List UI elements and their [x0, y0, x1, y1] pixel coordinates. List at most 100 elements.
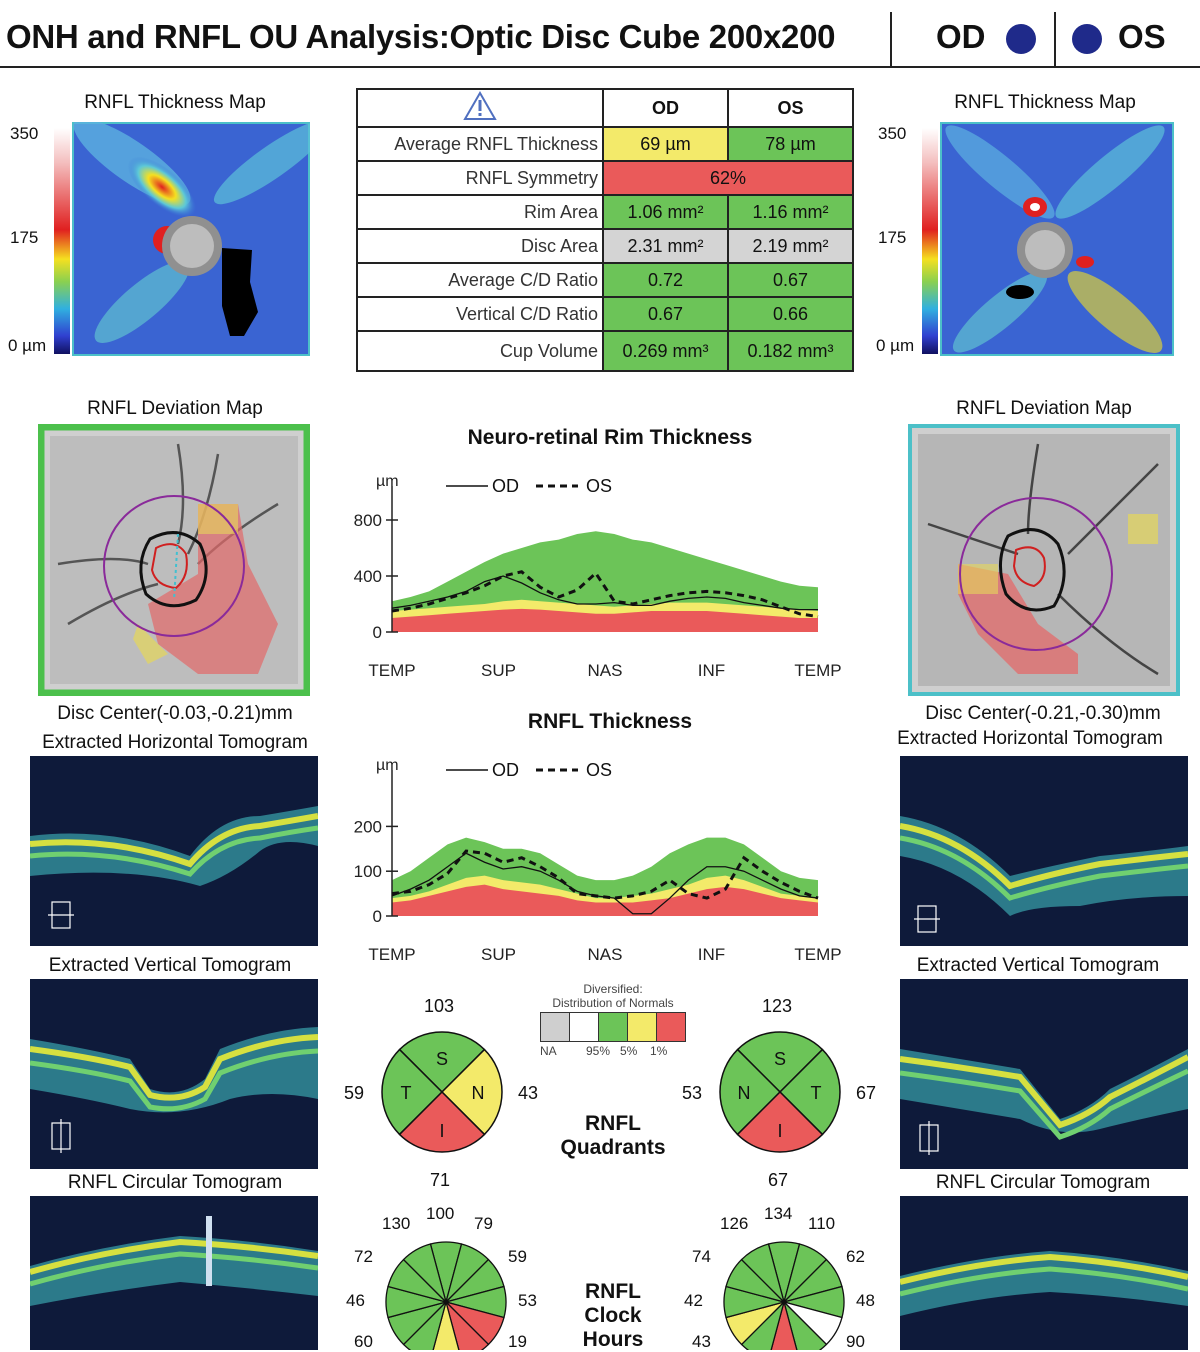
legend-od-label: OD [492, 476, 519, 496]
os-quad-bottom: 67 [768, 1170, 789, 1190]
os-circular-tomogram-label: RNFL Circular Tomogram [935, 1172, 1151, 1193]
band-1 [392, 608, 818, 632]
clock-sector [770, 1299, 798, 1350]
os-horizontal-tomogram-label: Extracted Horizontal Tomogram [897, 728, 1163, 749]
os-value: 0.67 [727, 262, 854, 298]
od-color-scale-bar [54, 128, 70, 354]
x-tick-label: TEMP [368, 945, 415, 964]
quadrant-sector [398, 1031, 486, 1094]
quadrant-sector [736, 1031, 824, 1094]
od-clock-value: 46 [346, 1291, 365, 1310]
series-os-line [391, 849, 819, 900]
quadrant-sector [778, 1048, 841, 1136]
legend-swatch-yellow [628, 1012, 657, 1042]
os-thickness-map [940, 122, 1174, 356]
y-axis-label: µm [376, 473, 399, 490]
y-tick-label: 800 [354, 511, 382, 530]
od-deviation-map-label: RNFL Deviation Map [87, 398, 263, 419]
os-quad-right: 67 [856, 1083, 877, 1103]
os-clock-value: 74 [692, 1247, 711, 1266]
y-tick-label: 400 [354, 567, 382, 586]
od-circular-tomogram-label: RNFL Circular Tomogram [67, 1172, 283, 1193]
od-disc-center: Disc Center(-0.03,-0.21)mm [57, 703, 293, 724]
os-eye-indicator [1072, 24, 1102, 54]
od-quad-left: 59 [344, 1083, 365, 1103]
x-tick-label: SUP [481, 661, 516, 680]
os-eye-label: OS [1118, 18, 1166, 55]
series-os-line [391, 570, 819, 619]
row-label: Average RNFL Thickness [356, 126, 604, 162]
od-value: 0.67 [602, 296, 729, 332]
row-label: Cup Volume [356, 330, 604, 372]
quadrant-letter: I [777, 1121, 782, 1141]
legend-swatch-green [599, 1012, 628, 1042]
od-quadrant-chart: S T N I [381, 1031, 503, 1153]
os-clock-value: 48 [856, 1291, 875, 1310]
legend-od-label: OD [492, 760, 519, 780]
od-thickness-map-label: RNFL Thickness Map [84, 92, 266, 113]
od-quad-right: 43 [518, 1083, 539, 1103]
x-tick-label: NAS [588, 945, 623, 964]
os-scale-max: 350 [878, 124, 907, 143]
od-value: 0.72 [602, 262, 729, 298]
od-clock-value: 72 [354, 1247, 373, 1266]
od-clock-value: 19 [508, 1332, 527, 1351]
normals-legend: Diversified: Distribution of Normals NA … [528, 982, 698, 1058]
legend-swatches [528, 1012, 698, 1042]
os-clock-value: 62 [846, 1247, 865, 1266]
quadrants-title-2: Quadrants [560, 1136, 666, 1159]
os-circular-tomogram [900, 1196, 1188, 1350]
os-thickness-map-label: RNFL Thickness Map [954, 92, 1136, 113]
y-tick-label: 0 [373, 623, 382, 642]
os-value: 0.66 [727, 296, 854, 332]
quadrant-sector [719, 1048, 782, 1136]
table-row: Average C/D Ratio 0.72 0.67 [356, 262, 854, 298]
od-horizontal-tomogram [30, 756, 318, 946]
legend-5: 5% [620, 1044, 638, 1058]
os-deviation-map [908, 424, 1180, 696]
os-clock-value: 43 [692, 1332, 711, 1351]
clock-title-2: Clock [584, 1304, 642, 1327]
rim-thickness-chart: 800 400 0 µm OD OS TEMP SUP NAS INF TEMP [354, 473, 842, 680]
warning-icon [463, 90, 497, 120]
legend-swatch-na [540, 1012, 570, 1042]
os-value: 2.19 mm² [727, 228, 854, 264]
od-value: 69 µm [602, 126, 729, 162]
od-clock-value: 130 [382, 1214, 411, 1233]
row-label: Average C/D Ratio [356, 262, 604, 298]
col-od: OD [602, 88, 729, 128]
quadrant-letter: N [472, 1083, 485, 1103]
x-tick-label: SUP [481, 945, 516, 964]
y-tick-label: 100 [354, 862, 382, 881]
od-value: 1.06 mm² [602, 194, 729, 230]
os-clock-value: 134 [764, 1204, 793, 1223]
quadrant-letter: T [811, 1083, 822, 1103]
y-axis-label: µm [376, 757, 399, 774]
od-deviation-map [38, 424, 310, 696]
quadrant-sector [381, 1048, 444, 1136]
os-horizontal-tomogram [900, 756, 1188, 946]
os-clock-value: 126 [720, 1214, 749, 1233]
clock-sector [432, 1299, 460, 1350]
od-clock-value: 60 [354, 1332, 373, 1351]
x-tick-label: INF [698, 661, 725, 680]
od-scale-max: 350 [10, 124, 39, 143]
rnfl-thickness-chart: 200 100 0 µm OD OS TEMP SUP NAS INF TEMP [354, 757, 842, 964]
legend-title-1: Diversified: [583, 982, 643, 996]
x-tick-label: INF [698, 945, 725, 964]
od-clock-value: 100 [426, 1204, 455, 1223]
os-quadrant-chart: S N T I [719, 1031, 841, 1153]
od-clock-value: 53 [518, 1291, 537, 1310]
os-vertical-tomogram-label: Extracted Vertical Tomogram [916, 955, 1160, 976]
quadrants-title: RNFL Quadrants [548, 1112, 678, 1160]
od-clock-value: 59 [508, 1247, 527, 1266]
os-clock-value: 90 [846, 1332, 865, 1351]
symmetry-value: 62% [602, 160, 854, 196]
quadrant-letter: S [774, 1049, 786, 1069]
os-value: 0.182 mm³ [727, 330, 854, 372]
table-row: RNFL Symmetry 62% [356, 160, 854, 196]
os-scale-mid: 175 [878, 228, 907, 247]
od-thickness-map [72, 122, 310, 356]
x-tick-label: TEMP [794, 945, 841, 964]
table-row: Rim Area 1.06 mm² 1.16 mm² [356, 194, 854, 230]
